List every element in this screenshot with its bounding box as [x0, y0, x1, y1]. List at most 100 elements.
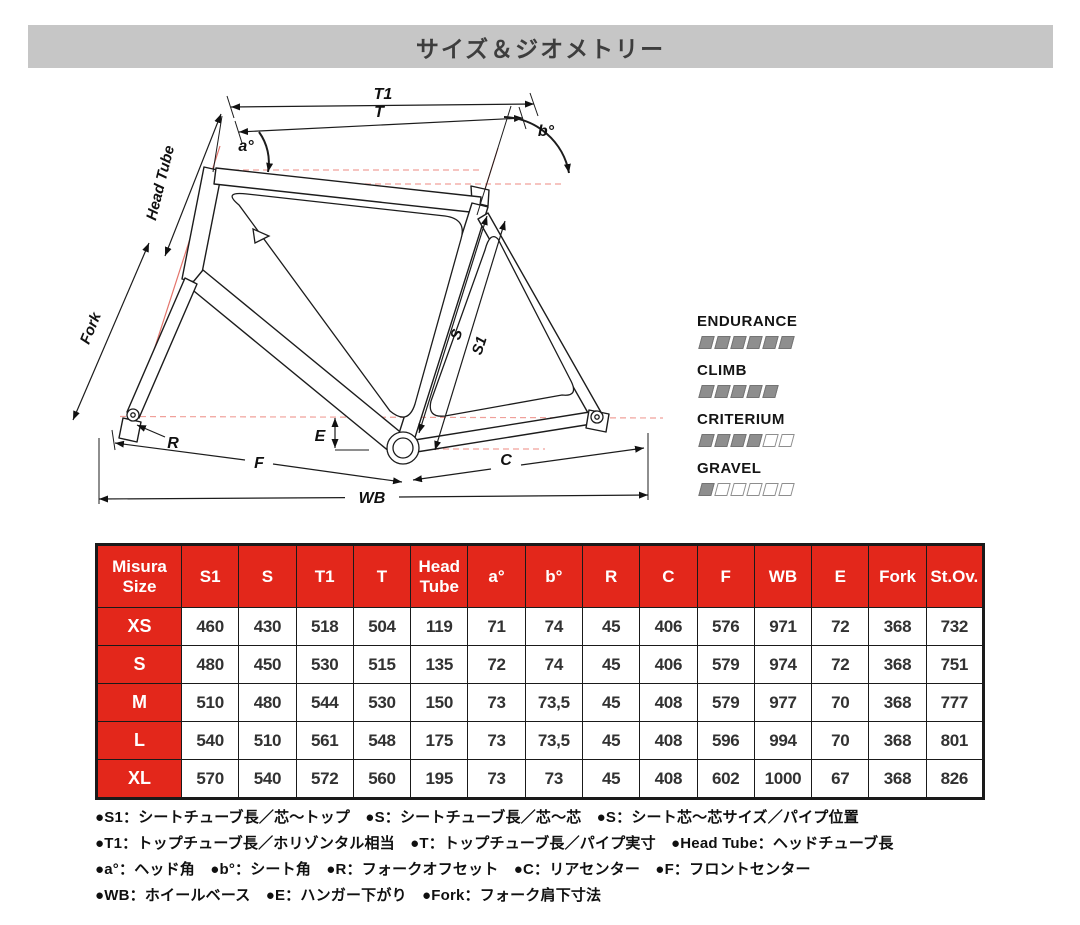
- value-cell: 602: [696, 759, 755, 799]
- value-cell: 368: [868, 607, 927, 646]
- frame-geometry-diagram: T1 T a° b° Head Tube Fork S S1 R E F C W…: [72, 88, 664, 507]
- label-c: C: [500, 452, 512, 469]
- size-cell: L: [96, 721, 182, 760]
- value-cell: 544: [295, 683, 354, 722]
- table-row: XL 570 540 572 560 195 73 73 45 408 602 1000 67 368 82…: [96, 759, 985, 799]
- rating-block-filled: [730, 434, 747, 447]
- header-cell: F: [696, 544, 755, 608]
- label-t: T: [374, 104, 385, 121]
- rating-block-filled: [746, 434, 763, 447]
- value-cell: 73: [467, 683, 526, 722]
- legend-item: GRAVEL: [697, 460, 797, 496]
- rating-block-filled: [778, 336, 795, 349]
- footnote-line: ●a°：ヘッド角 ●b°：シート角 ●R：フォークオフセット ●C：リアセンター…: [95, 861, 811, 878]
- value-cell: 72: [467, 645, 526, 684]
- label-s: S: [447, 327, 466, 342]
- rating-block-filled: [746, 336, 763, 349]
- value-cell: 150: [410, 683, 469, 722]
- legend-rating-blocks: [698, 434, 797, 447]
- value-cell: 977: [753, 683, 813, 722]
- rating-block-filled: [714, 385, 731, 398]
- header-cell-misura-size: Misura Size: [96, 544, 182, 608]
- value-cell: 408: [639, 683, 698, 722]
- rating-block-empty: [778, 434, 795, 447]
- value-cell: 579: [696, 645, 755, 684]
- header-cell: C: [639, 544, 698, 608]
- rating-block-filled: [730, 336, 747, 349]
- size-cell: S: [96, 645, 182, 684]
- header-cell: E: [811, 544, 870, 608]
- footnote-line: ●T1：トップチューブ長／ホリゾンタル相当 ●T：トップチューブ長／パイプ実寸 …: [95, 835, 894, 852]
- value-cell: 510: [238, 721, 297, 760]
- rating-block-filled: [746, 385, 763, 398]
- rating-block-filled: [714, 434, 731, 447]
- value-cell: 460: [180, 607, 240, 646]
- header-cell: b°: [524, 544, 583, 608]
- header-cell: Fork: [868, 544, 927, 608]
- value-cell: 579: [696, 683, 755, 722]
- value-cell: 480: [180, 645, 240, 684]
- value-cell: 408: [639, 759, 698, 799]
- value-cell: 73,5: [524, 683, 583, 722]
- header-cell: S1: [180, 544, 240, 608]
- legend-item-label: ENDURANCE: [697, 313, 798, 330]
- value-cell: 406: [639, 607, 698, 646]
- value-cell: 540: [180, 721, 240, 760]
- value-cell: 777: [925, 683, 985, 722]
- rating-block-filled: [714, 336, 731, 349]
- value-cell: 67: [811, 759, 870, 799]
- value-cell: 45: [581, 683, 641, 722]
- value-cell: 974: [753, 645, 813, 684]
- table-row: L 540 510 561 548 175 73 73,5 45 408 596 994 70 368 80…: [96, 721, 985, 760]
- value-cell: 195: [410, 759, 469, 799]
- table-row: S 480 450 530 515 135 72 74 45 406 579 974 72 368 751: [96, 645, 985, 684]
- rating-block-empty: [730, 483, 747, 496]
- value-cell: 1000: [753, 759, 813, 799]
- geometry-table: Misura Size S1 S T1 T Head Tube a° b° R C F WB E Fork…: [95, 543, 985, 800]
- value-cell: 530: [352, 683, 412, 722]
- value-cell: 135: [410, 645, 469, 684]
- value-cell: 45: [581, 607, 641, 646]
- frame-outline: [118, 166, 610, 465]
- value-cell: 73: [467, 759, 526, 799]
- size-cell: XL: [96, 759, 182, 799]
- legend-rating-blocks: [698, 336, 797, 349]
- geometry-table-header: Misura Size S1 S T1 T Head Tube a° b° R C F WB E Fork…: [96, 544, 985, 608]
- label-t1: T1: [374, 88, 393, 103]
- legend-rating-blocks: [698, 385, 797, 398]
- label-r: R: [167, 435, 179, 452]
- label-fork: Fork: [77, 309, 105, 346]
- value-cell: 540: [238, 759, 297, 799]
- label-wb: WB: [359, 490, 386, 507]
- value-cell: 596: [696, 721, 755, 760]
- value-cell: 994: [753, 721, 813, 760]
- value-cell: 751: [925, 645, 985, 684]
- value-cell: 74: [524, 607, 583, 646]
- value-cell: 368: [868, 759, 927, 799]
- value-cell: 70: [811, 721, 870, 760]
- value-cell: 119: [410, 607, 469, 646]
- value-cell: 560: [352, 759, 412, 799]
- table-header-row: Misura Size S1 S T1 T Head Tube a° b° R C F WB E Fork…: [96, 544, 985, 608]
- value-cell: 510: [180, 683, 240, 722]
- label-s1: S1: [469, 334, 491, 357]
- legend-item-label: CRITERIUM: [697, 411, 785, 428]
- header-cell: St.Ov.: [925, 544, 985, 608]
- rating-block-filled: [698, 483, 715, 496]
- header-cell: T: [352, 544, 412, 608]
- value-cell: 74: [524, 645, 583, 684]
- geometry-table-body: XS 460 430 518 504 119 71 74 45 406 576 971 72 368 732…: [96, 607, 985, 799]
- value-cell: 732: [925, 607, 985, 646]
- footnote-line: ●WB：ホイールベース ●E：ハンガー下がり ●Fork：フォーク肩下寸法: [95, 887, 602, 904]
- header-cell: WB: [753, 544, 813, 608]
- value-cell: 45: [581, 721, 641, 760]
- value-cell: 45: [581, 645, 641, 684]
- header-cell: S: [238, 544, 297, 608]
- value-cell: 561: [295, 721, 354, 760]
- legend-rating-blocks: [698, 483, 797, 496]
- value-cell: 368: [868, 645, 927, 684]
- value-cell: 572: [295, 759, 354, 799]
- label-b-angle: b°: [538, 123, 555, 140]
- legend-item: CLIMB: [697, 362, 797, 398]
- value-cell: 71: [467, 607, 526, 646]
